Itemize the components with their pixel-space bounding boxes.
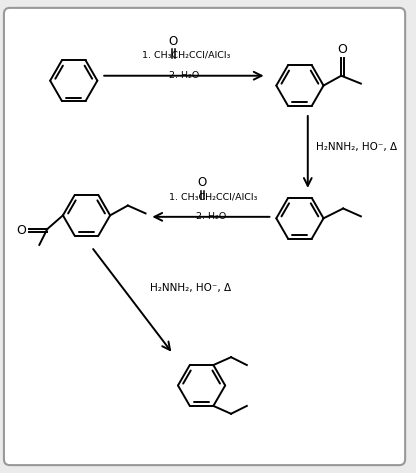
Text: 1. CH₃CH₂CCl/AlCl₃: 1. CH₃CH₂CCl/AlCl₃ [169, 192, 257, 201]
Text: O: O [168, 35, 178, 48]
Text: H₂NNH₂, HO⁻, Δ: H₂NNH₂, HO⁻, Δ [150, 282, 231, 292]
Text: 1. CH₃CH₂CCl/AlCl₃: 1. CH₃CH₂CCl/AlCl₃ [142, 51, 230, 60]
FancyBboxPatch shape [4, 8, 405, 465]
Text: 2. H₂O: 2. H₂O [196, 212, 226, 221]
Text: 2. H₂O: 2. H₂O [169, 71, 199, 80]
Text: O: O [198, 176, 207, 189]
Text: H₂NNH₂, HO⁻, Δ: H₂NNH₂, HO⁻, Δ [316, 142, 397, 152]
Text: O: O [17, 224, 27, 236]
Text: O: O [337, 43, 347, 56]
